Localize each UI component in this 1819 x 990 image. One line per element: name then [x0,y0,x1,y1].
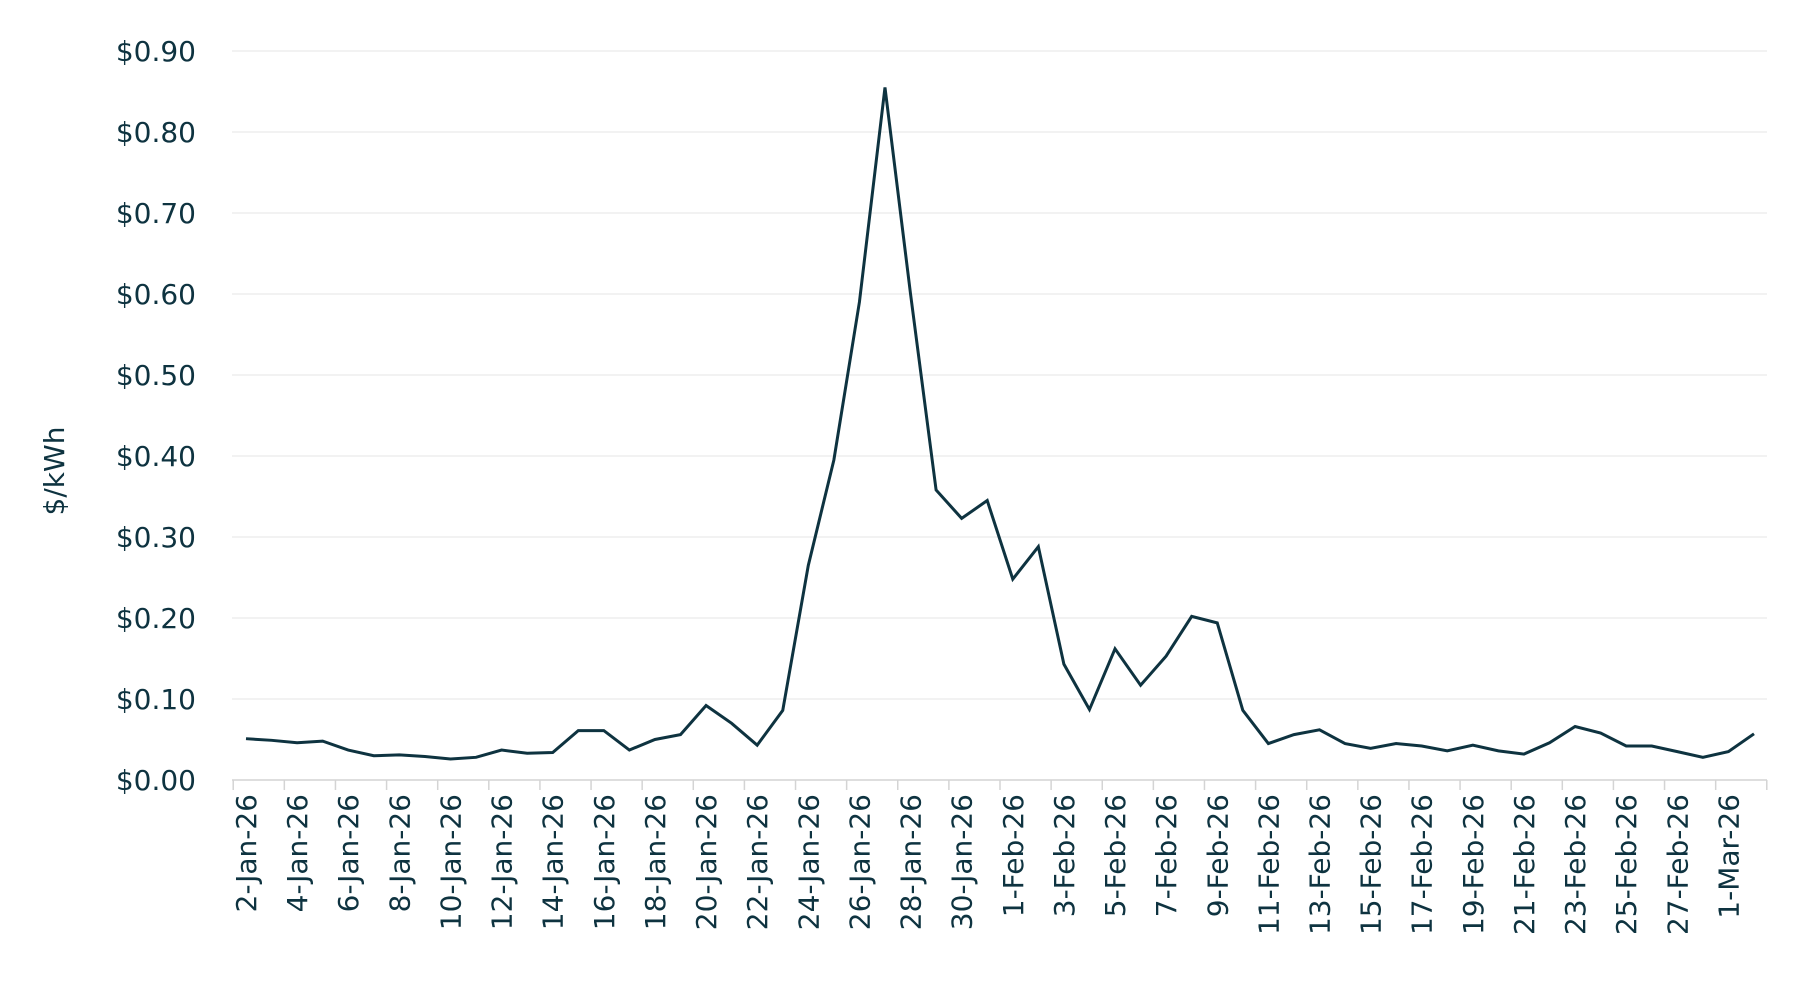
x-tick-label: 4-Jan-26 [281,794,314,912]
y-tick-label: $0.50 [116,359,196,392]
y-tick-labels: $0.00 $0.10 $0.20 $0.30 $0.40 $0.50 $0.60 $0.70… [116,35,196,797]
x-tick-label: 11-Feb-26 [1252,794,1285,935]
x-tick-label: 5-Feb-26 [1099,794,1132,917]
grid-layer [232,50,1767,700]
x-tick-label: 27-Feb-26 [1661,794,1694,935]
x-tick-label: 22-Jan-26 [741,794,774,930]
x-tick-label: 2-Jan-26 [230,794,263,912]
x-tick-label: 25-Feb-26 [1610,794,1643,935]
x-tick-label: 16-Jan-26 [588,794,621,930]
x-tick-label: 26-Jan-26 [843,794,876,930]
x-tick-label: 1-Feb-26 [997,794,1030,917]
y-tick-label: $0.70 [116,197,196,230]
x-tick-label: 18-Jan-26 [639,794,672,930]
x-tick-label: 30-Jan-26 [946,794,979,930]
x-tick-label: 23-Feb-26 [1559,794,1592,935]
x-tick-label: 12-Jan-26 [486,794,519,930]
x-tick-label: 24-Jan-26 [792,794,825,930]
x-tick-label: 1-Mar-26 [1712,794,1745,919]
x-tick-label: 10-Jan-26 [434,794,467,930]
x-tick-label: 9-Feb-26 [1201,794,1234,917]
x-tick-label: 17-Feb-26 [1406,794,1439,935]
x-tick-label: 3-Feb-26 [1048,794,1081,917]
series-layer [245,87,1755,761]
x-tick-label: 6-Jan-26 [332,794,365,912]
y-tick-label: $0.60 [116,278,196,311]
x-tick-label: 13-Feb-26 [1303,794,1336,935]
x-tick-label: 7-Feb-26 [1150,794,1183,917]
series-line [245,87,1755,761]
x-tick-label: 19-Feb-26 [1457,794,1490,935]
y-tick-label: $0.90 [116,35,196,68]
y-tick-label: $0.80 [116,116,196,149]
x-tick-label: 20-Jan-26 [690,794,723,930]
y-tick-label: $0.10 [116,683,196,716]
x-tick-label: 15-Feb-26 [1355,794,1388,935]
y-axis-title: $/kWh [38,427,71,516]
y-tick-label: $0.30 [116,521,196,554]
x-tick-labels: 2-Jan-26 4-Jan-26 6-Jan-26 8-Jan-26 10-Jan-2… [230,794,1745,935]
x-tick-label: 8-Jan-26 [383,794,416,912]
y-tick-label: $0.20 [116,602,196,635]
y-tick-label: $0.00 [116,764,196,797]
x-tick-label: 28-Jan-26 [895,794,928,930]
y-tick-label: $0.40 [116,440,196,473]
axis-layer [232,779,1768,790]
x-tick-label: 21-Feb-26 [1508,794,1541,935]
x-tick-label: 14-Jan-26 [537,794,570,930]
